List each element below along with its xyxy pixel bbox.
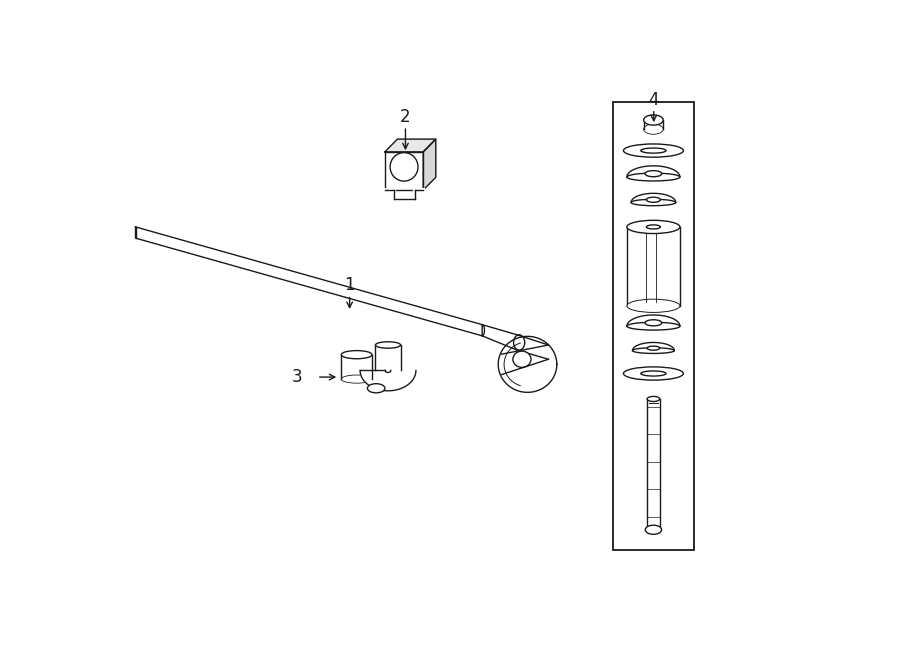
Polygon shape [360,370,416,391]
Polygon shape [627,166,680,177]
Ellipse shape [627,220,680,233]
Ellipse shape [624,367,683,380]
Polygon shape [647,399,660,529]
Ellipse shape [627,323,680,330]
Polygon shape [136,227,482,336]
Text: 4: 4 [649,91,659,108]
Polygon shape [631,193,676,202]
Ellipse shape [514,335,525,350]
Polygon shape [385,152,423,190]
Polygon shape [633,342,674,350]
Ellipse shape [641,148,666,153]
Ellipse shape [513,351,531,368]
Polygon shape [375,345,401,370]
Ellipse shape [647,397,660,401]
Text: 1: 1 [345,276,355,294]
Ellipse shape [341,375,372,383]
Ellipse shape [645,320,662,326]
Polygon shape [644,120,663,129]
Ellipse shape [644,115,663,125]
Ellipse shape [633,348,674,354]
Ellipse shape [375,342,401,348]
Polygon shape [423,139,436,190]
Ellipse shape [646,225,661,229]
Ellipse shape [627,173,680,181]
Bar [613,102,694,550]
Ellipse shape [646,197,661,202]
Ellipse shape [631,199,676,206]
Ellipse shape [644,124,663,134]
Ellipse shape [627,299,680,313]
Ellipse shape [624,144,683,157]
Polygon shape [627,315,680,326]
Polygon shape [341,355,372,379]
Ellipse shape [367,383,385,393]
Polygon shape [499,336,557,393]
Ellipse shape [645,171,662,176]
Ellipse shape [341,350,372,359]
Text: 2: 2 [400,108,410,126]
Ellipse shape [647,346,660,350]
Text: 3: 3 [292,368,302,386]
Ellipse shape [645,525,662,534]
Ellipse shape [641,371,666,376]
Polygon shape [385,139,436,152]
Ellipse shape [390,153,418,181]
Polygon shape [627,227,680,306]
